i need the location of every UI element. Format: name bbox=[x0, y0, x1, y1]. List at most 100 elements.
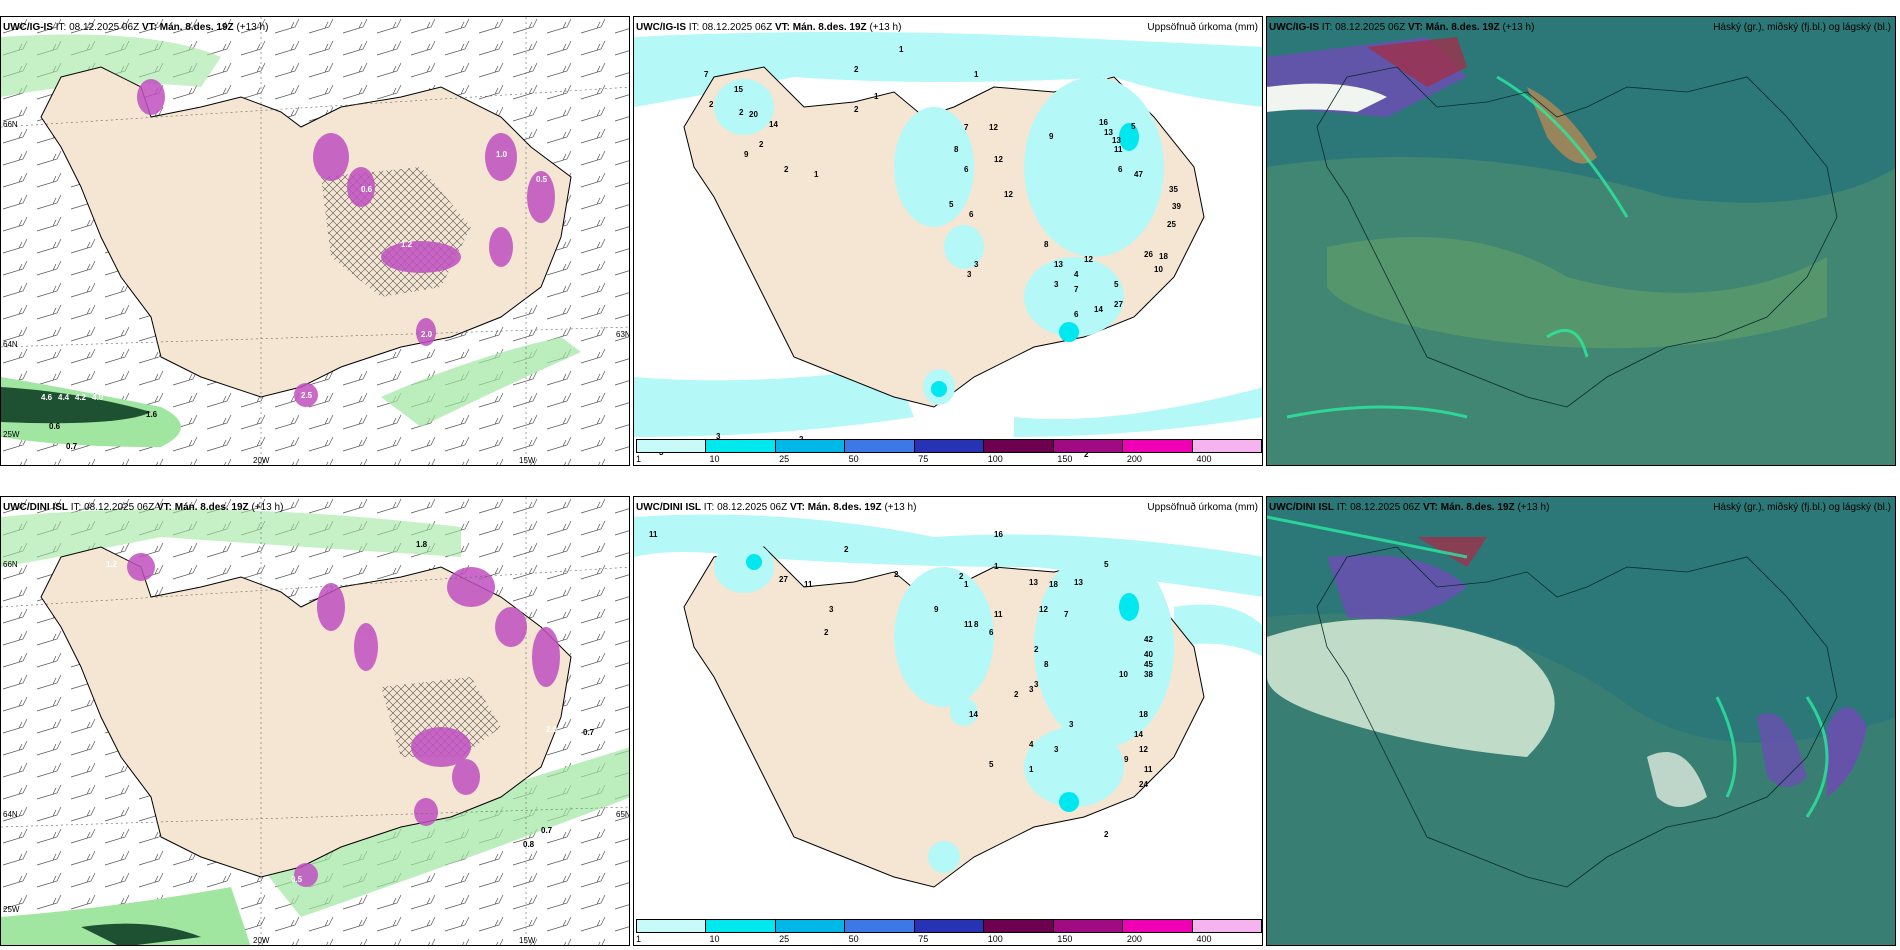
precip-value: 3 bbox=[716, 432, 721, 441]
precip-value: 10 bbox=[1119, 670, 1128, 679]
svg-text:4.6: 4.6 bbox=[41, 393, 53, 402]
precip-value: 5 bbox=[1131, 122, 1136, 131]
colorbar-tick: 10 bbox=[709, 454, 720, 464]
precip-value: 6 bbox=[964, 165, 969, 174]
colorbar: 1 10 25 50 75 100 150 200 400 bbox=[634, 915, 1262, 945]
lat-label: 63N bbox=[616, 330, 630, 339]
precip-value: 7 bbox=[1074, 285, 1079, 294]
precip-value: 2 bbox=[1084, 450, 1089, 459]
colorbar-swatch bbox=[637, 920, 707, 932]
colorbar: 1 10 25 50 75 100 150 200 400 bbox=[634, 435, 1262, 465]
colorbar-tick: 25 bbox=[779, 934, 790, 944]
precip-value: 8 bbox=[974, 620, 979, 629]
precip-value: 7 bbox=[704, 70, 709, 79]
precip-value: 18 bbox=[1159, 252, 1168, 261]
precip-value: 12 bbox=[1139, 745, 1148, 754]
precip-value: 14 bbox=[969, 710, 978, 719]
it-label: IT: bbox=[1321, 22, 1333, 33]
precip-value: 11 bbox=[994, 610, 1003, 619]
lead-time: (+13 h) bbox=[1502, 22, 1535, 33]
colorbar-tick: 400 bbox=[1196, 934, 1212, 944]
colorbar-ticks: 1 10 25 50 75 100 150 200 400 bbox=[636, 934, 1262, 944]
colorbar-tick: 200 bbox=[1126, 934, 1142, 944]
precip-value: 10 bbox=[1154, 265, 1163, 274]
colorbar-swatch bbox=[914, 920, 985, 932]
vt-label: VT: bbox=[156, 502, 172, 513]
model-name: UWC/DINI ISL bbox=[1269, 502, 1334, 513]
it-value: 08.12.2025 06Z bbox=[702, 22, 773, 33]
colorbar-swatch bbox=[845, 440, 915, 452]
panel-header: UWC/DINI ISL IT: 08.12.2025 06Z VT: Mán.… bbox=[1269, 502, 1549, 513]
colorbar-boxes bbox=[636, 919, 1262, 933]
precip-value: 13 bbox=[1112, 136, 1121, 145]
svg-text:0.7: 0.7 bbox=[66, 442, 78, 451]
panel-header: UWC/IG-IS IT: 08.12.2025 06Z VT: Mán. 8.… bbox=[1269, 22, 1534, 33]
colorbar-swatch bbox=[775, 920, 846, 932]
colorbar-tick: 400 bbox=[1196, 454, 1212, 464]
lat-label: 66N bbox=[3, 560, 18, 569]
precip-value: 2 bbox=[854, 105, 859, 114]
it-label: IT: bbox=[1336, 502, 1348, 513]
it-value: 08.12.2025 06Z bbox=[69, 22, 140, 33]
colorbar-boxes bbox=[636, 439, 1262, 453]
precip-value: 27 bbox=[1114, 300, 1123, 309]
lead-time: (+13 h) bbox=[884, 502, 917, 513]
colorbar-swatch bbox=[1053, 920, 1124, 932]
svg-text:0.5: 0.5 bbox=[536, 175, 548, 184]
svg-text:4.0: 4.0 bbox=[92, 393, 104, 402]
colorbar-tick: 1 bbox=[636, 454, 642, 464]
precip-value: 45 bbox=[1144, 660, 1153, 669]
precip-value: 26 bbox=[1144, 250, 1153, 259]
precip-value: 2 bbox=[709, 100, 714, 109]
colorbar-swatch bbox=[845, 920, 915, 932]
precip-value: 2 bbox=[1014, 690, 1019, 699]
precip-value: 2 bbox=[1034, 645, 1039, 654]
vt-label: VT: bbox=[774, 22, 790, 33]
precip-value: 1 bbox=[964, 580, 969, 589]
lat-label: 64N bbox=[3, 810, 18, 819]
colorbar-swatch bbox=[984, 440, 1054, 452]
it-label: IT: bbox=[70, 502, 82, 513]
precip-value: 2 bbox=[894, 570, 899, 579]
precip-value: 1 bbox=[899, 45, 904, 54]
cloud-map-panel-bottom: UWC/DINI ISL IT: 08.12.2025 06Z VT: Mán.… bbox=[1266, 496, 1896, 946]
lat-label: 66N bbox=[3, 120, 18, 129]
wind-values: 1.8 0.7 0.7 0.8 1.2 2.0 0.5 bbox=[106, 540, 595, 884]
precip-value: 9 bbox=[1124, 755, 1129, 764]
svg-text:1.8: 1.8 bbox=[416, 540, 428, 549]
precip-value: 2 bbox=[959, 572, 964, 581]
lon-label: 15W bbox=[519, 936, 536, 945]
precip-value: 2 bbox=[854, 65, 859, 74]
it-label: IT: bbox=[55, 22, 67, 33]
precip-value: 14 bbox=[769, 120, 778, 129]
precip-value: 18 bbox=[1049, 580, 1058, 589]
svg-text:1.0: 1.0 bbox=[496, 150, 508, 159]
precip-value: 9 bbox=[1049, 132, 1054, 141]
precip-value: 11 bbox=[804, 580, 813, 589]
precip-value: 8 bbox=[954, 145, 959, 154]
lead-time: (+13 h) bbox=[869, 22, 902, 33]
it-value: 08.12.2025 06Z bbox=[1335, 22, 1406, 33]
precip-value: 6 bbox=[989, 628, 994, 637]
panel-header: UWC/DINI ISL IT: 08.12.2025 06Z VT: Mán.… bbox=[3, 502, 283, 513]
colorbar-swatch bbox=[1123, 440, 1193, 452]
precip-value: 20 bbox=[749, 110, 758, 119]
model-name: UWC/DINI ISL bbox=[3, 502, 68, 513]
precip-value: 9 bbox=[934, 605, 939, 614]
colorbar-swatch bbox=[637, 440, 707, 452]
wind-map-panel-top: UWC/IG-IS IT: 08.12.2025 06Z VT: Mán. 8.… bbox=[0, 16, 630, 466]
precip-value: 2 bbox=[1104, 830, 1109, 839]
wind-map: 66N 64N 25W 20W 15W 65N 1.8 0.7 0.7 0.8 … bbox=[1, 497, 629, 945]
lon-label: 25W bbox=[3, 430, 20, 439]
colorbar-tick: 1 bbox=[636, 934, 642, 944]
precip-value: 13 bbox=[1029, 578, 1038, 587]
colorbar-swatch bbox=[914, 440, 985, 452]
precip-value: 7 bbox=[1064, 610, 1069, 619]
cloud-map bbox=[1267, 497, 1895, 945]
model-name: UWC/IG-IS bbox=[1269, 22, 1319, 33]
precip-value: 24 bbox=[1139, 780, 1148, 789]
colorbar-tick: 150 bbox=[1057, 934, 1073, 944]
svg-text:0.6: 0.6 bbox=[361, 185, 373, 194]
lead-time: (+13 h) bbox=[251, 502, 284, 513]
precip-value: 3 bbox=[1029, 685, 1034, 694]
